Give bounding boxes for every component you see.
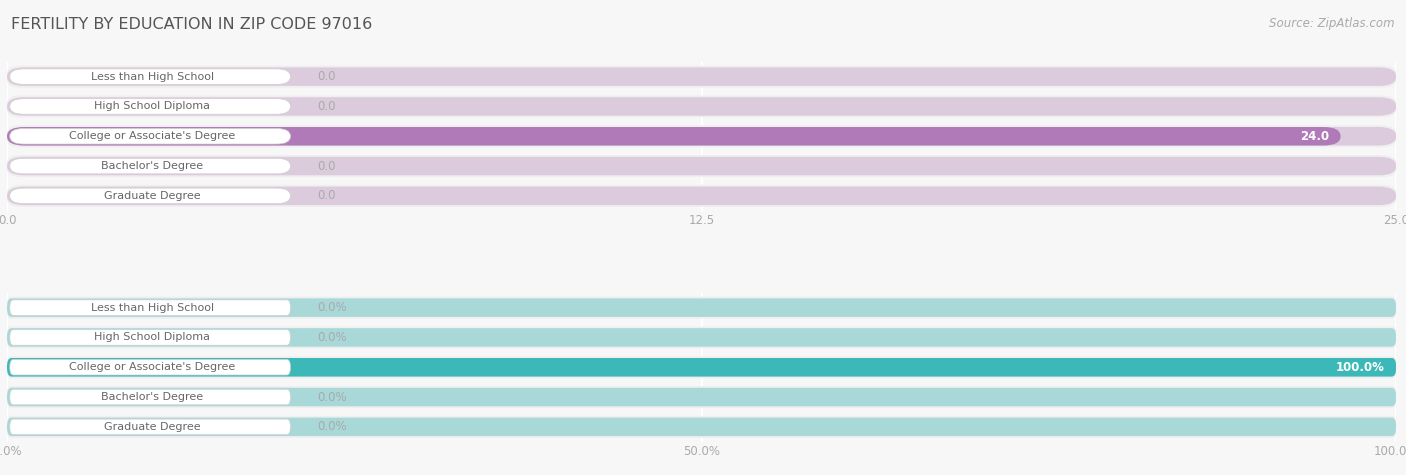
Text: Source: ZipAtlas.com: Source: ZipAtlas.com [1270,17,1395,29]
FancyBboxPatch shape [10,99,291,114]
Text: 0.0%: 0.0% [316,390,346,404]
FancyBboxPatch shape [7,298,1396,317]
Text: 0.0: 0.0 [316,70,335,83]
FancyBboxPatch shape [10,129,291,144]
Text: 0.0%: 0.0% [316,331,346,344]
Text: 100.0%: 100.0% [1336,361,1385,374]
FancyBboxPatch shape [10,419,291,435]
Text: High School Diploma: High School Diploma [94,332,209,342]
FancyBboxPatch shape [7,95,1396,117]
Text: 0.0: 0.0 [316,190,335,202]
FancyBboxPatch shape [7,326,1396,349]
FancyBboxPatch shape [7,67,1396,86]
Text: 0.0%: 0.0% [316,420,346,433]
Text: 0.0: 0.0 [316,160,335,172]
FancyBboxPatch shape [7,296,1396,319]
Text: College or Associate's Degree: College or Associate's Degree [69,131,235,141]
FancyBboxPatch shape [7,358,1396,377]
FancyBboxPatch shape [7,157,1396,175]
FancyBboxPatch shape [10,330,291,345]
FancyBboxPatch shape [7,127,1340,145]
FancyBboxPatch shape [7,97,1396,116]
FancyBboxPatch shape [10,158,291,174]
FancyBboxPatch shape [7,125,1396,147]
FancyBboxPatch shape [7,187,1396,205]
Text: 0.0: 0.0 [316,100,335,113]
FancyBboxPatch shape [7,155,1396,177]
FancyBboxPatch shape [7,328,1396,347]
Text: Less than High School: Less than High School [90,72,214,82]
Text: 24.0: 24.0 [1301,130,1330,143]
FancyBboxPatch shape [7,356,1396,378]
Text: Graduate Degree: Graduate Degree [104,191,201,201]
Text: Bachelor's Degree: Bachelor's Degree [101,161,204,171]
Text: College or Associate's Degree: College or Associate's Degree [69,362,235,372]
FancyBboxPatch shape [7,127,1396,145]
FancyBboxPatch shape [7,66,1396,88]
Text: Graduate Degree: Graduate Degree [104,422,201,432]
FancyBboxPatch shape [10,69,291,85]
FancyBboxPatch shape [7,416,1396,438]
FancyBboxPatch shape [7,358,1396,377]
FancyBboxPatch shape [10,188,291,204]
Text: FERTILITY BY EDUCATION IN ZIP CODE 97016: FERTILITY BY EDUCATION IN ZIP CODE 97016 [11,17,373,32]
Text: Less than High School: Less than High School [90,303,214,313]
Text: Bachelor's Degree: Bachelor's Degree [101,392,204,402]
FancyBboxPatch shape [7,388,1396,406]
FancyBboxPatch shape [10,360,291,375]
FancyBboxPatch shape [7,386,1396,408]
FancyBboxPatch shape [10,390,291,405]
Text: 0.0%: 0.0% [316,301,346,314]
FancyBboxPatch shape [10,300,291,315]
Text: High School Diploma: High School Diploma [94,102,209,112]
FancyBboxPatch shape [7,185,1396,207]
FancyBboxPatch shape [7,418,1396,436]
